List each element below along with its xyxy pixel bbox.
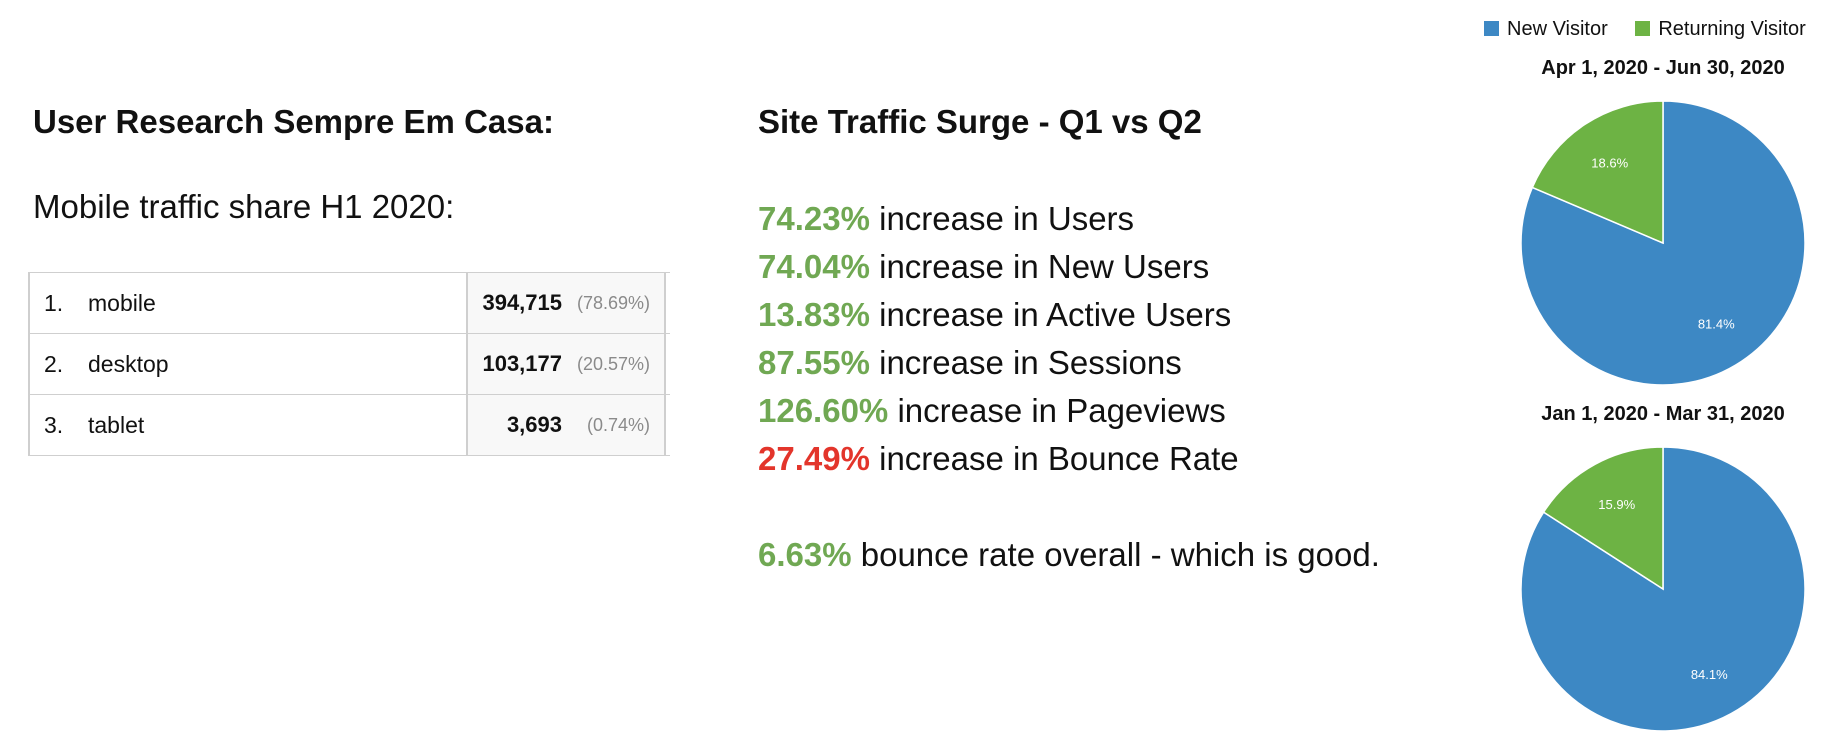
row-sessions-value: 103,177 [482,351,562,376]
row-sessions-percent: (0.74%) [586,415,650,435]
row-sessions-value: 394,715 [482,290,562,315]
row-metric: 394,715 (78.69%) [466,273,666,333]
pie-slice-new-visitor [1520,100,1806,386]
stat-line: 74.04% increase in New Users [758,248,1209,286]
left-subtitle: Mobile traffic share H1 2020: [33,188,455,225]
right-title: Site Traffic Surge - Q1 vs Q2 [758,103,1202,140]
pie-chart-q2: 81.4% 18.6% [1520,100,1806,386]
row-sessions-percent: (78.69%) [576,293,650,313]
table-row: 2. desktop 103,177 (20.57%) [30,334,670,395]
left-title: User Research Sempre Em Casa: [33,103,554,140]
stat-value: 27.49% [758,440,870,477]
stat-value: 126.60% [758,392,889,429]
stat-text: increase in New Users [869,248,1210,285]
row-rank: 2. [44,351,64,377]
stat-text: increase in Pageviews [888,392,1226,429]
row-sessions-percent: (20.57%) [576,354,650,374]
pie-slice-label: 84.1% [1691,667,1728,682]
pie-slice-label: 15.9% [1598,497,1635,512]
row-device-name: tablet [88,412,145,438]
pie-slice-returning-visitor [1542,446,1664,591]
row-device-name: desktop [88,351,169,377]
stat-value: 74.23% [758,200,870,237]
legend-label: New Visitor [1507,18,1608,40]
stat-overall-text: bounce rate overall - which is good. [851,536,1380,573]
row-metric: 103,177 (20.57%) [466,334,666,394]
row-rank: 1. [44,290,64,316]
stat-value: 13.83% [758,296,870,333]
pie-chart-q1: 84.1% 15.9% [1520,446,1806,732]
stat-line: 74.23% increase in Users [758,200,1134,238]
stat-text: increase in Active Users [869,296,1232,333]
pie-slice-returning-visitor [1531,100,1664,245]
legend-swatch [1484,21,1499,36]
pie-title: Jan 1, 2020 - Mar 31, 2020 [1541,403,1785,425]
pie-slice-label: 81.4% [1698,317,1735,332]
legend-item: Returning Visitor [1635,18,1806,41]
table-row: 3. tablet 3,693 (0.74%) [30,395,670,456]
stat-value: 87.55% [758,344,870,381]
stat-text: increase in Sessions [869,344,1182,381]
legend-label: Returning Visitor [1658,18,1806,40]
table-row: 1. mobile 394,715 (78.69%) [30,273,670,334]
stat-value: 74.04% [758,248,870,285]
pie-slice-label: 18.6% [1591,155,1628,170]
stat-line: 27.49% increase in Bounce Rate [758,440,1239,478]
stat-line: 126.60% increase in Pageviews [758,392,1226,430]
pie-title: Apr 1, 2020 - Jun 30, 2020 [1541,57,1785,79]
stat-text: increase in Users [869,200,1135,237]
stat-overall-value: 6.63% [758,536,852,573]
row-rank: 3. [44,412,64,438]
stat-overall-line: 6.63% bounce rate overall - which is goo… [758,536,1380,574]
legend-item: New Visitor [1484,18,1608,41]
stat-line: 13.83% increase in Active Users [758,296,1231,334]
row-metric: 3,693 (0.74%) [466,395,666,455]
device-table: 1. mobile 394,715 (78.69%) 2. desktop 10… [28,272,670,456]
stat-line: 87.55% increase in Sessions [758,344,1182,382]
legend-swatch [1635,21,1651,36]
stat-text: increase in Bounce Rate [869,440,1239,477]
row-sessions-value: 3,693 [506,412,562,437]
row-device-name: mobile [88,290,156,316]
chart-legend: New Visitor Returning Visitor [1484,18,1828,41]
